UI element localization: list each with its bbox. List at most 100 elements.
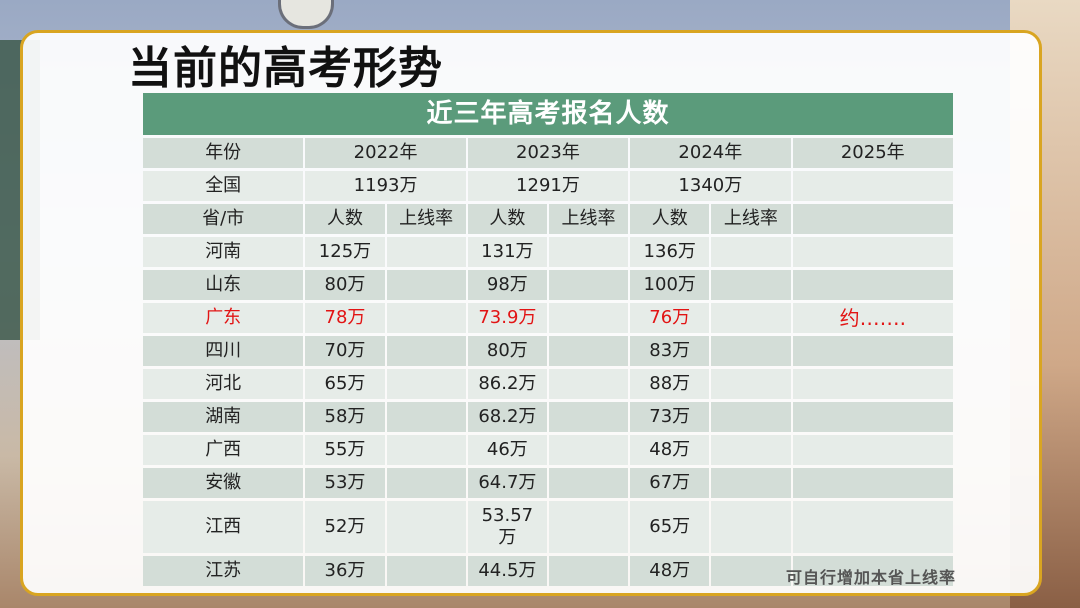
data-cell — [386, 270, 466, 300]
footer-note: 可自行增加本省上线率 — [786, 568, 957, 587]
header-cell: 年份 — [143, 138, 304, 168]
data-cell — [792, 556, 953, 586]
data-cell — [711, 369, 791, 399]
data-cell — [548, 468, 629, 498]
province-cell: 河北 — [143, 369, 304, 399]
province-cell: 广西 — [143, 435, 304, 465]
data-cell — [548, 270, 629, 300]
subheader-cell: 省/市 — [143, 204, 304, 234]
national-cell: 1291万 — [467, 171, 629, 201]
data-cell — [548, 556, 629, 586]
national-cell: 全国 — [143, 171, 304, 201]
province-cell: 江苏 — [143, 556, 304, 586]
data-cell: 46万 — [467, 435, 547, 465]
data-cell: 125万 — [305, 237, 385, 267]
data-cell: 65万 — [305, 369, 385, 399]
table-row: 广西 55万 46万 48万 — [143, 435, 953, 465]
data-cell: 55万 — [305, 435, 385, 465]
data-cell: 73万 — [630, 402, 710, 432]
data-cell — [711, 303, 791, 333]
data-cell — [548, 336, 629, 366]
data-cell — [792, 270, 953, 300]
data-cell — [711, 270, 791, 300]
national-cell: 1193万 — [305, 171, 466, 201]
data-cell: 44.5万 — [467, 556, 547, 586]
data-cell — [711, 468, 791, 498]
header-cell: 2024年 — [630, 138, 791, 168]
subheader-cell: 上线率 — [548, 204, 629, 234]
data-cell — [711, 501, 791, 553]
data-cell: 98万 — [467, 270, 547, 300]
table-caption: 近三年高考报名人数 — [143, 93, 953, 135]
data-cell: 48万 — [630, 435, 710, 465]
data-cell — [711, 336, 791, 366]
data-cell — [386, 556, 466, 586]
province-cell: 河南 — [143, 237, 304, 267]
data-cell — [386, 369, 466, 399]
table-row: 湖南 58万 68.2万 73万 — [143, 402, 953, 432]
data-cell — [711, 402, 791, 432]
data-cell — [548, 303, 629, 333]
data-cell: 78万 — [305, 303, 385, 333]
data-cell — [711, 435, 791, 465]
province-cell: 四川 — [143, 336, 304, 366]
province-cell: 安徽 — [143, 468, 304, 498]
table-row: 河北 65万 86.2万 88万 — [143, 369, 953, 399]
data-cell: 70万 — [305, 336, 385, 366]
table-row: 山东 80万 98万 100万 — [143, 270, 953, 300]
data-cell: 86.2万 — [467, 369, 547, 399]
page-title: 当前的高考形势 — [128, 43, 443, 94]
subheader-cell: 人数 — [630, 204, 710, 234]
data-cell: 67万 — [630, 468, 710, 498]
table-row: 江苏 36万 44.5万 48万 — [143, 556, 953, 586]
province-cell: 广东 — [143, 303, 304, 333]
data-cell: 83万 — [630, 336, 710, 366]
subheader-cell: 人数 — [467, 204, 547, 234]
national-cell: 1340万 — [630, 171, 791, 201]
data-cell: 76万 — [630, 303, 710, 333]
year-header-row: 年份 2022年 2023年 2024年 2025年 — [143, 138, 953, 168]
data-cell: 52万 — [305, 501, 385, 553]
data-cell: 88万 — [630, 369, 710, 399]
data-cell — [792, 501, 953, 553]
registration-table: 近三年高考报名人数 年份 2022年 2023年 2024年 2025年 全国 … — [141, 90, 955, 589]
data-cell — [792, 369, 953, 399]
table-row: 江西 52万 53.57 万 65万 — [143, 501, 953, 553]
background-clock — [278, 0, 334, 29]
data-cell — [386, 435, 466, 465]
data-cell — [548, 402, 629, 432]
data-cell: 64.7万 — [467, 468, 547, 498]
table-row: 四川 70万 80万 83万 — [143, 336, 953, 366]
data-cell: 58万 — [305, 402, 385, 432]
data-cell: 68.2万 — [467, 402, 547, 432]
data-cell — [548, 237, 629, 267]
province-cell: 江西 — [143, 501, 304, 553]
data-cell: 73.9万 — [467, 303, 547, 333]
table-row: 安徽 53万 64.7万 67万 — [143, 468, 953, 498]
national-cell — [792, 171, 953, 201]
data-cell: 65万 — [630, 501, 710, 553]
data-cell — [548, 501, 629, 553]
data-cell — [711, 556, 791, 586]
data-cell: 53.57 万 — [467, 501, 547, 553]
data-cell — [711, 237, 791, 267]
header-cell: 2022年 — [305, 138, 466, 168]
data-cell — [792, 402, 953, 432]
sub-header-row: 省/市 人数 上线率 人数 上线率 人数 上线率 — [143, 204, 953, 234]
data-cell: 53万 — [305, 468, 385, 498]
table-row: 广东 78万 73.9万 76万 约……. — [143, 303, 953, 333]
data-cell: 80万 — [305, 270, 385, 300]
data-cell — [792, 237, 953, 267]
data-cell — [548, 435, 629, 465]
header-cell: 2023年 — [467, 138, 629, 168]
province-cell: 山东 — [143, 270, 304, 300]
data-cell: 131万 — [467, 237, 547, 267]
subheader-cell: 人数 — [305, 204, 385, 234]
subheader-cell: 上线率 — [711, 204, 791, 234]
data-cell — [792, 468, 953, 498]
subheader-cell — [792, 204, 953, 234]
data-cell — [386, 402, 466, 432]
table-row: 河南 125万 131万 136万 — [143, 237, 953, 267]
data-cell — [386, 336, 466, 366]
subheader-cell: 上线率 — [386, 204, 466, 234]
